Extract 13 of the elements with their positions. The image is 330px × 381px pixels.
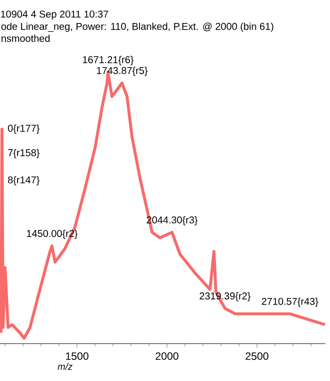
x-axis-title: m/z — [58, 363, 72, 370]
chart-title: 10904 4 Sep 2011 10:37 — [1, 10, 108, 20]
annotation: 2710.57{r43} — [262, 298, 318, 307]
x-tick-label: 2000 — [156, 352, 178, 360]
x-tick-label: 1500 — [66, 352, 88, 360]
chart-subtitle: ode Linear_neg, Power: 110, Blanked, P.Ext. @ 2000 (bin 61) — [1, 22, 274, 32]
annotation: 1671.21{r6} — [82, 56, 134, 66]
annotation: 0{r177} — [8, 124, 40, 134]
text: nsmoothed — [2, 34, 50, 42]
annotation: 1743.87{r5} — [96, 66, 148, 76]
annotation: 8{r147} — [8, 176, 40, 186]
annotation: 7{r158} — [8, 148, 40, 158]
x-tick-label: 2500 — [246, 352, 268, 360]
